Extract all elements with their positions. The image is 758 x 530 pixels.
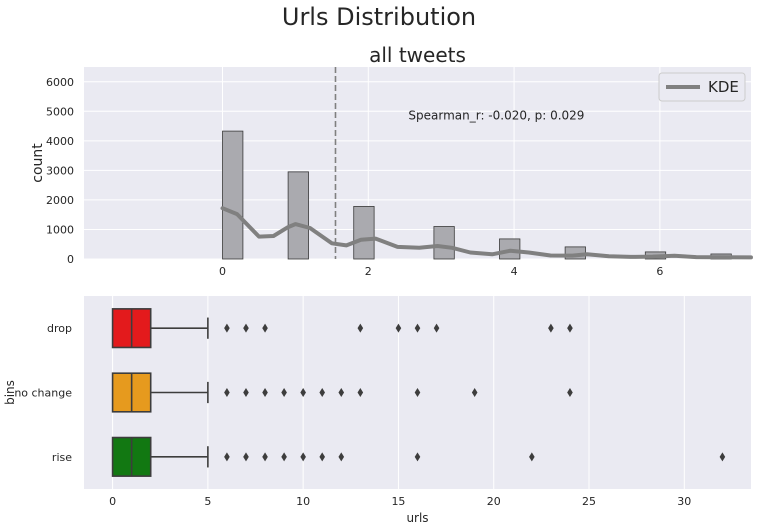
histogram-x-tick-6: 6 (656, 265, 663, 278)
outlier-point (548, 323, 554, 333)
histogram-bars (222, 130, 732, 260)
category-label-drop: drop (47, 322, 72, 335)
outlier-point (243, 388, 249, 397)
outlier-point (471, 388, 478, 397)
histogram-axes: 0 2 4 6 0 1000 2000 3000 4000 5000 6000 all tweet… (30, 43, 753, 278)
outlier-point (262, 388, 268, 397)
outlier-point (414, 388, 421, 397)
spearman-annotation: Spearman_r: -0.020, p: 0.029 (408, 108, 584, 122)
boxplot-axes: 0 5 10 15 20 25 30 drop no change rise urls bins (3, 296, 751, 525)
boxplot-x-tick-20: 20 (487, 495, 501, 508)
outlier-point (357, 323, 364, 333)
histogram-y-axis-label: count (30, 143, 46, 183)
outlier-point (414, 323, 421, 333)
histogram-y-tick-5000: 5000 (46, 105, 74, 118)
histogram-bar-0 (222, 130, 244, 260)
outlier-point (224, 452, 230, 462)
boxplot-x-tick-30: 30 (677, 495, 691, 508)
box-no-change (111, 372, 573, 413)
boxplot-x-tick-15: 15 (391, 495, 405, 508)
boxplot-category-labels: drop no change rise (14, 322, 72, 464)
histogram-y-tick-1000: 1000 (46, 223, 74, 236)
histogram-bar-1 (287, 171, 309, 260)
boxplot-x-tick-10: 10 (296, 495, 310, 508)
histogram-title: all tweets (369, 43, 466, 67)
histogram-y-tick-0: 0 (67, 253, 74, 266)
outlier-point (262, 323, 268, 333)
histogram-x-tick-labels: 0 2 4 6 (219, 265, 663, 278)
outlier-point (300, 452, 306, 462)
outlier-point (719, 452, 726, 462)
histogram-x-tick-0: 0 (219, 265, 226, 278)
outlier-point (395, 323, 402, 333)
legend-frame (658, 72, 746, 102)
outlier-point (281, 388, 287, 397)
figure-suptitle: Urls Distribution (282, 3, 476, 31)
outlier-point (300, 388, 306, 397)
histogram-y-tick-2000: 2000 (46, 194, 74, 207)
legend-entry-kde: KDE (708, 78, 739, 96)
outlier-point (319, 452, 326, 462)
histogram-y-tick-6000: 6000 (46, 76, 74, 89)
outlier-point (567, 323, 573, 333)
boxplot-x-tick-labels: 0 5 10 15 20 25 30 (109, 495, 691, 508)
histogram-y-tick-4000: 4000 (46, 135, 74, 148)
boxplot-x-tick-5: 5 (204, 495, 211, 508)
outlier-point (567, 388, 573, 397)
outlier-point (338, 452, 345, 462)
legend: KDE (658, 72, 746, 102)
box-drop (111, 308, 573, 349)
outlier-point (319, 388, 326, 397)
histogram-bar-2 (353, 206, 375, 260)
boxplot-x-axis-label: urls (406, 511, 428, 525)
box-rise (111, 436, 726, 477)
kde-curve (220, 206, 753, 260)
outlier-point (224, 388, 230, 397)
outlier-point (414, 452, 421, 462)
outlier-point (262, 452, 268, 462)
histogram-plot-background (84, 67, 751, 259)
outlier-point (281, 452, 287, 462)
outlier-point (338, 388, 345, 397)
outlier-point (224, 323, 230, 333)
boxplot-y-axis-label: bins (3, 380, 17, 405)
boxplot-x-tick-25: 25 (582, 495, 596, 508)
histogram-x-tick-2: 2 (365, 265, 372, 278)
histogram-y-tick-labels: 0 1000 2000 3000 4000 5000 6000 (46, 76, 74, 266)
category-label-no-change: no change (14, 387, 72, 400)
histogram-y-tick-3000: 3000 (46, 164, 74, 177)
category-label-rise: rise (52, 451, 72, 464)
outlier-point (243, 452, 249, 462)
outlier-point (243, 323, 249, 333)
histogram-bar-3 (433, 226, 455, 260)
outlier-point (433, 323, 440, 333)
histogram-x-tick-4: 4 (511, 265, 518, 278)
outlier-point (529, 452, 535, 462)
outlier-point (357, 388, 364, 397)
boxplot-x-tick-0: 0 (109, 495, 116, 508)
boxplot-boxes (111, 308, 726, 477)
